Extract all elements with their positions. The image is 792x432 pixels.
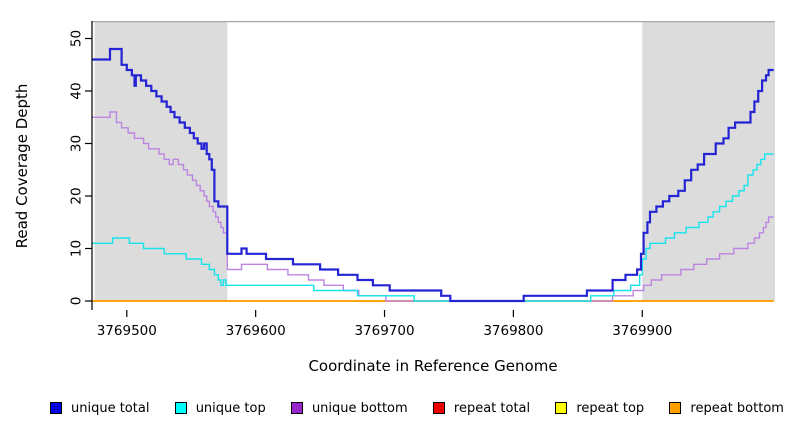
axes: 0 10 20 30 40 50 3769500 3769600 3769700 3769800 3… bbox=[69, 21, 672, 339]
legend-item-repeat-total: repeat total bbox=[432, 400, 531, 416]
coverage-plot: 0 10 20 30 40 50 3769500 3769600 3769700 3769800 3… bbox=[13, 20, 775, 375]
x-axis-title: Coordinate in Reference Genome bbox=[308, 357, 557, 375]
legend-swatch-unique-top bbox=[174, 402, 187, 414]
legend-item-repeat-bottom: repeat bottom bbox=[669, 401, 784, 416]
legend-swatch-unique-total bbox=[50, 402, 62, 414]
y-axis-title: Read Coverage Depth bbox=[13, 84, 31, 249]
y-tick-label: 30 bbox=[69, 135, 85, 152]
chart-legend: unique total unique top unique bottom repea… bbox=[50, 397, 784, 419]
x-tick-label: 3769800 bbox=[483, 323, 543, 339]
legend-label: unique bottom bbox=[311, 400, 408, 416]
legend-label: unique total bbox=[71, 400, 150, 416]
legend-item-repeat-top: repeat top bbox=[555, 401, 644, 416]
x-tick-label: 3769600 bbox=[226, 323, 286, 339]
legend-swatch-repeat-top bbox=[555, 402, 568, 414]
x-tick-label: 3769500 bbox=[97, 323, 157, 339]
legend-swatch-unique-bottom bbox=[290, 402, 303, 414]
y-tick-label: 40 bbox=[69, 82, 85, 99]
y-tick-label: 0 bbox=[69, 297, 85, 306]
x-tick-label: 3769900 bbox=[612, 323, 672, 339]
repeat-region-shade-1 bbox=[94, 22, 228, 301]
y-tick-label: 10 bbox=[69, 240, 85, 257]
shaded-repeat-regions bbox=[94, 22, 775, 301]
legend-label: unique top bbox=[195, 400, 266, 416]
legend-item-unique-bottom: unique bottom bbox=[290, 400, 408, 416]
repeat-region-shade-2 bbox=[642, 22, 775, 301]
legend-swatch-repeat-bottom bbox=[669, 402, 682, 414]
series-line-unique-top bbox=[92, 153, 774, 302]
coverage-plot-canvas: 0 10 20 30 40 50 3769500 3769600 3769700 3769800 3… bbox=[13, 20, 775, 375]
series-line-unique-bottom bbox=[92, 111, 774, 302]
x-tick-label: 3769700 bbox=[354, 323, 414, 339]
legend-label: repeat total bbox=[453, 400, 531, 416]
legend-item-unique-total: unique total bbox=[50, 401, 149, 416]
legend-label: repeat bottom bbox=[690, 400, 784, 416]
series-line-unique-total bbox=[92, 47, 774, 303]
legend-swatch-repeat-total bbox=[432, 402, 445, 414]
y-tick-label: 50 bbox=[69, 30, 85, 47]
series-lines bbox=[92, 47, 774, 303]
legend-label: repeat top bbox=[576, 400, 645, 416]
legend-item-unique-top: unique top bbox=[174, 400, 266, 416]
y-tick-label: 20 bbox=[69, 187, 85, 204]
